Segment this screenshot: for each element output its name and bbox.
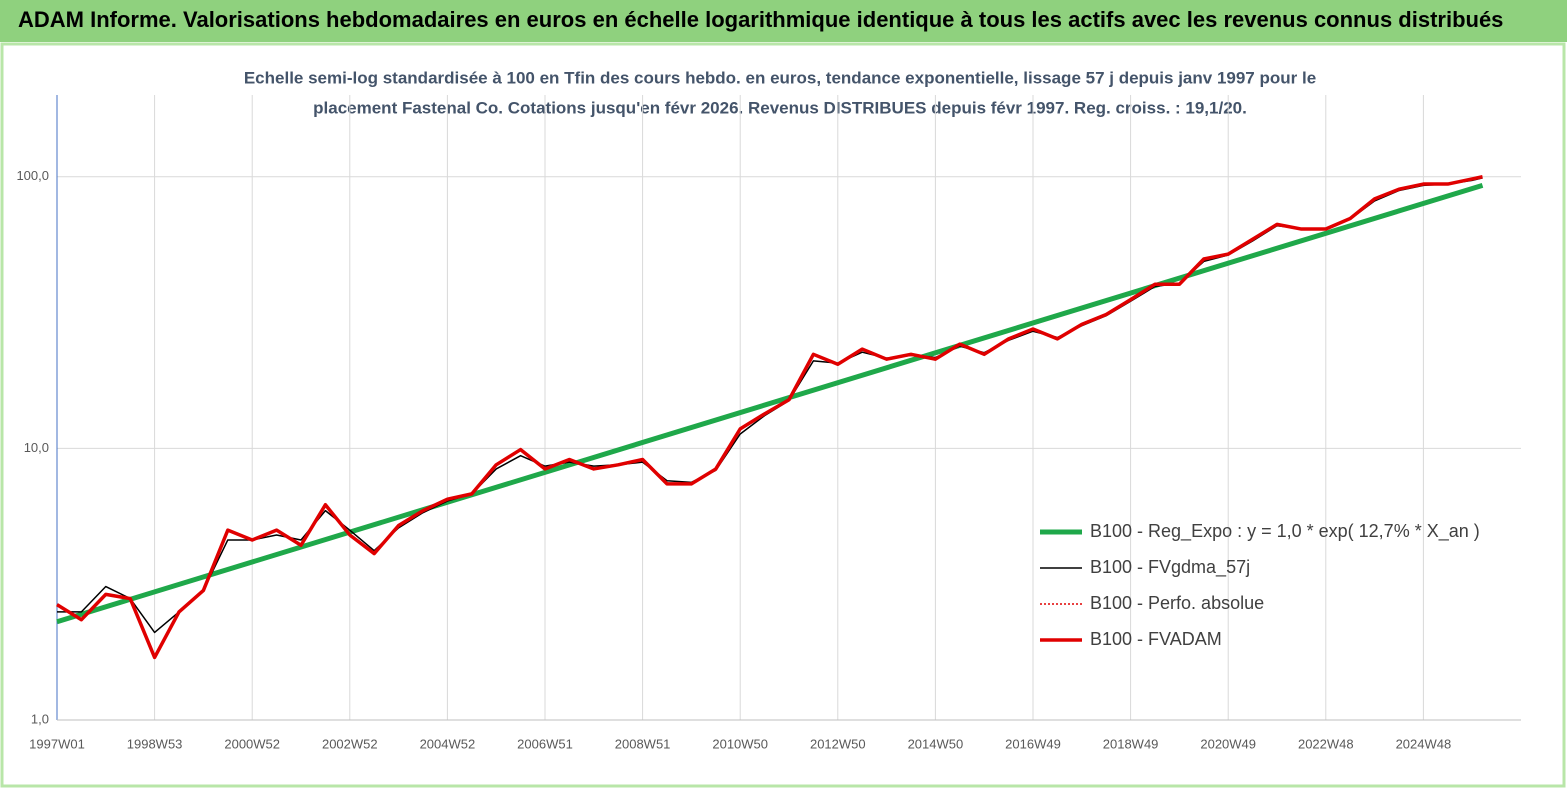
x-tick-label: 1998W53	[127, 736, 183, 751]
x-tick-label: 2008W51	[615, 736, 671, 751]
x-tick-label: 2014W50	[908, 736, 964, 751]
x-tick-label: 2018W49	[1103, 736, 1159, 751]
x-tick-label: 2020W49	[1200, 736, 1256, 751]
x-tick-label: 2022W48	[1298, 736, 1354, 751]
header-bar	[0, 0, 1567, 42]
x-tick-label: 2024W48	[1396, 736, 1452, 751]
x-tick-label: 2002W52	[322, 736, 378, 751]
series-line	[56, 182, 1484, 625]
x-tick-label: 2012W50	[810, 736, 866, 751]
legend-label: B100 - Reg_Expo : y = 1,0 * exp( 12,7% *…	[1090, 521, 1480, 542]
x-tick-label: 1997W01	[29, 736, 85, 751]
x-tick-label: 2016W49	[1005, 736, 1061, 751]
x-tick-label: 2000W52	[224, 736, 280, 751]
legend-label: B100 - FVADAM	[1090, 629, 1222, 649]
x-tick-label: 2004W52	[420, 736, 476, 751]
y-tick-label: 10,0	[24, 440, 49, 455]
subtitle: placement Fastenal Co. Cotations jusqu'e…	[313, 98, 1247, 117]
series-line	[56, 175, 1483, 660]
subtitle: Echelle semi-log standardisée à 100 en T…	[244, 68, 1316, 87]
x-tick-label: 2006W51	[517, 736, 573, 751]
x-tick-label: 2010W50	[712, 736, 768, 751]
legend-label: B100 - Perfo. absolue	[1090, 593, 1264, 613]
legend-label: B100 - FVgdma_57j	[1090, 557, 1250, 578]
frame	[0, 42, 1566, 788]
chart-title: ADAM Informe. Valorisations hebdomadaire…	[18, 7, 1503, 32]
y-tick-label: 100,0	[16, 168, 49, 183]
y-tick-label: 1,0	[31, 711, 49, 726]
